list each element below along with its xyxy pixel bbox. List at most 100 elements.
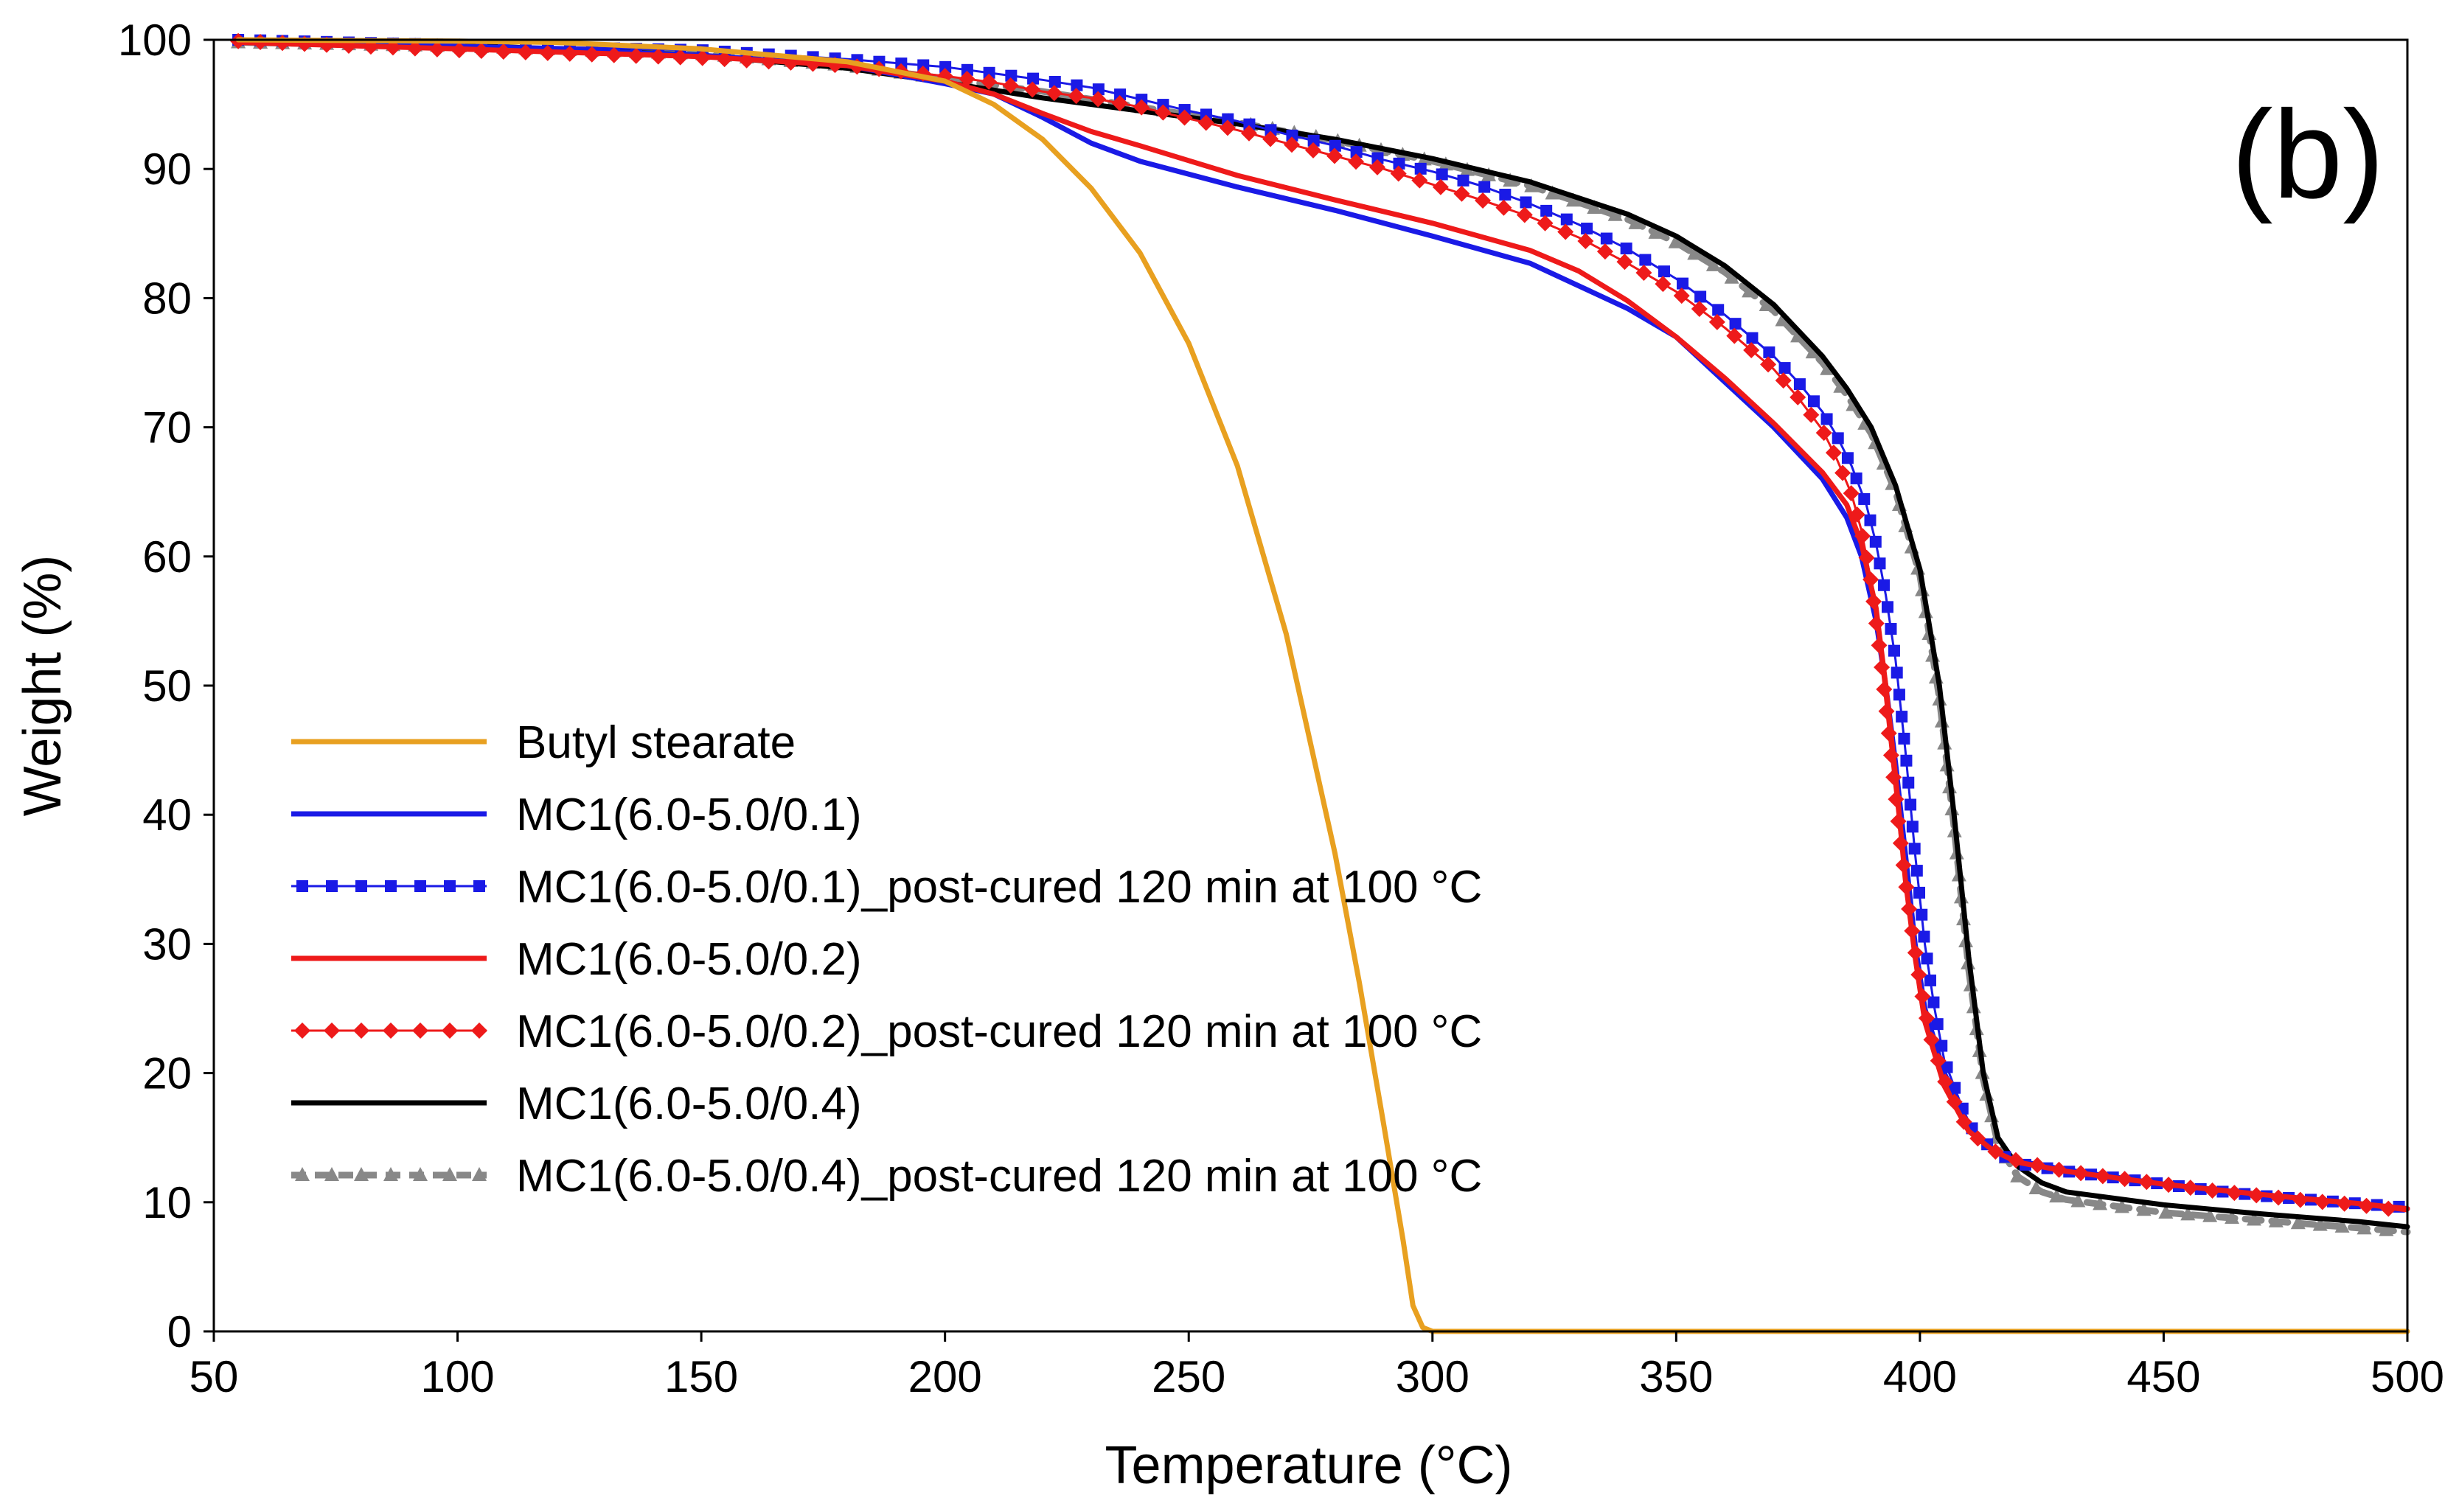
- series-marker: [1691, 301, 1708, 318]
- legend-label: MC1(6.0-5.0/0.4): [516, 1079, 862, 1129]
- series-marker: [1658, 265, 1670, 278]
- series-marker: [2049, 1188, 2065, 1203]
- series-marker: [1596, 243, 1613, 260]
- series-marker: [1743, 342, 1760, 359]
- series-marker: [1790, 328, 1806, 343]
- series-marker: [1326, 147, 1343, 164]
- legend-marker: [326, 880, 338, 892]
- legend-marker: [324, 1167, 339, 1181]
- legend-marker: [472, 1167, 487, 1181]
- series-line: [235, 38, 2410, 1230]
- series-marker: [1516, 206, 1533, 223]
- legend-item: MC1(6.0-5.0/0.4)_post-cured 120 min at 1…: [291, 1151, 1482, 1202]
- series-marker: [1616, 254, 1633, 271]
- series-marker: [1825, 445, 1842, 461]
- series-marker: [1411, 172, 1428, 189]
- series-marker: [1329, 139, 1341, 152]
- series-line: [235, 40, 2410, 1212]
- legend-label: MC1(6.0-5.0/0.2)_post-cured 120 min at 1…: [516, 1006, 1482, 1057]
- series-marker: [1283, 136, 1300, 153]
- series-marker: [1620, 243, 1632, 255]
- series-marker: [1092, 83, 1105, 96]
- x-tick-label: 100: [421, 1352, 495, 1401]
- series-marker: [1803, 406, 1820, 423]
- series-marker: [1155, 104, 1172, 121]
- series-marker: [2246, 1211, 2261, 1226]
- series-marker: [1708, 313, 1725, 330]
- legend-marker: [473, 880, 485, 892]
- legend-item: Butyl stearate: [291, 717, 796, 768]
- legend-item: MC1(6.0-5.0/0.2): [291, 934, 862, 985]
- series-marker: [1841, 452, 1854, 464]
- legend-marker: [413, 1167, 428, 1181]
- series-marker: [1759, 297, 1774, 312]
- y-tick-label: 0: [167, 1307, 192, 1356]
- legend-marker: [412, 1022, 428, 1039]
- legend-label: MC1(6.0-5.0/0.1)_post-cured 120 min at 1…: [516, 862, 1482, 913]
- series-marker: [1910, 865, 1923, 877]
- series-marker: [1453, 185, 1470, 202]
- x-tick-label: 250: [1152, 1352, 1225, 1401]
- x-tick-label: 300: [1396, 1352, 1470, 1401]
- series-marker: [2010, 1168, 2025, 1182]
- series-marker: [1898, 732, 1910, 745]
- series-marker: [1673, 288, 1690, 304]
- series-marker: [1858, 492, 1871, 505]
- series-0: [235, 37, 2410, 1334]
- x-tick-label: 350: [1639, 1352, 1713, 1401]
- series-marker: [1687, 245, 1702, 260]
- series-marker: [1243, 118, 1256, 130]
- y-tick-label: 80: [142, 274, 192, 323]
- legend-marker: [324, 1022, 340, 1039]
- series-marker: [2136, 1202, 2152, 1216]
- series-marker: [1557, 223, 1574, 240]
- series-marker: [1540, 204, 1553, 217]
- series-marker: [1565, 192, 1581, 207]
- legend-marker: [383, 1022, 399, 1039]
- series-marker: [1286, 129, 1298, 142]
- series-marker: [1090, 91, 1107, 108]
- legend-marker: [294, 1022, 310, 1039]
- series-marker: [1219, 119, 1236, 136]
- series-marker: [1905, 798, 1917, 811]
- series-marker: [1891, 666, 1903, 679]
- series-marker: [1815, 425, 1832, 442]
- legend-marker: [442, 1167, 457, 1181]
- series-marker: [1350, 146, 1363, 158]
- series-marker: [1520, 196, 1532, 209]
- series-marker: [1545, 185, 1560, 200]
- series-marker: [1371, 152, 1384, 164]
- series-marker: [1763, 346, 1775, 358]
- legend-item: MC1(6.0-5.0/0.2)_post-cured 120 min at 1…: [291, 1006, 1482, 1057]
- series-marker: [1832, 432, 1844, 445]
- series-marker: [2093, 1196, 2108, 1210]
- series-marker: [1347, 153, 1364, 170]
- series-marker: [1222, 113, 1234, 125]
- legend-marker: [295, 1167, 310, 1181]
- legend-label: MC1(6.0-5.0/0.2): [516, 934, 862, 985]
- legend-marker: [414, 880, 426, 892]
- series-marker: [1600, 232, 1613, 245]
- series-marker: [1499, 189, 1512, 201]
- series-marker: [2379, 1222, 2394, 1236]
- series-marker: [1005, 69, 1018, 82]
- series-marker: [1478, 181, 1491, 193]
- series-marker: [1114, 88, 1127, 101]
- series-marker: [1906, 821, 1919, 833]
- series-marker: [1655, 276, 1672, 293]
- x-tick-label: 200: [908, 1352, 982, 1401]
- series-marker: [1577, 233, 1594, 250]
- series-marker: [1864, 514, 1877, 526]
- legend-marker: [442, 1022, 458, 1039]
- series-marker: [1869, 535, 1882, 548]
- legend-marker: [353, 1022, 369, 1039]
- series-marker: [1878, 579, 1891, 591]
- series-marker: [2114, 1199, 2129, 1213]
- series-marker: [1414, 162, 1427, 175]
- series-3: [235, 40, 2410, 1212]
- series-marker: [917, 59, 930, 72]
- y-axis-title: Weight (%): [13, 555, 72, 817]
- series-marker: [1916, 908, 1928, 921]
- series-marker: [1850, 472, 1862, 484]
- series-marker: [1197, 114, 1214, 131]
